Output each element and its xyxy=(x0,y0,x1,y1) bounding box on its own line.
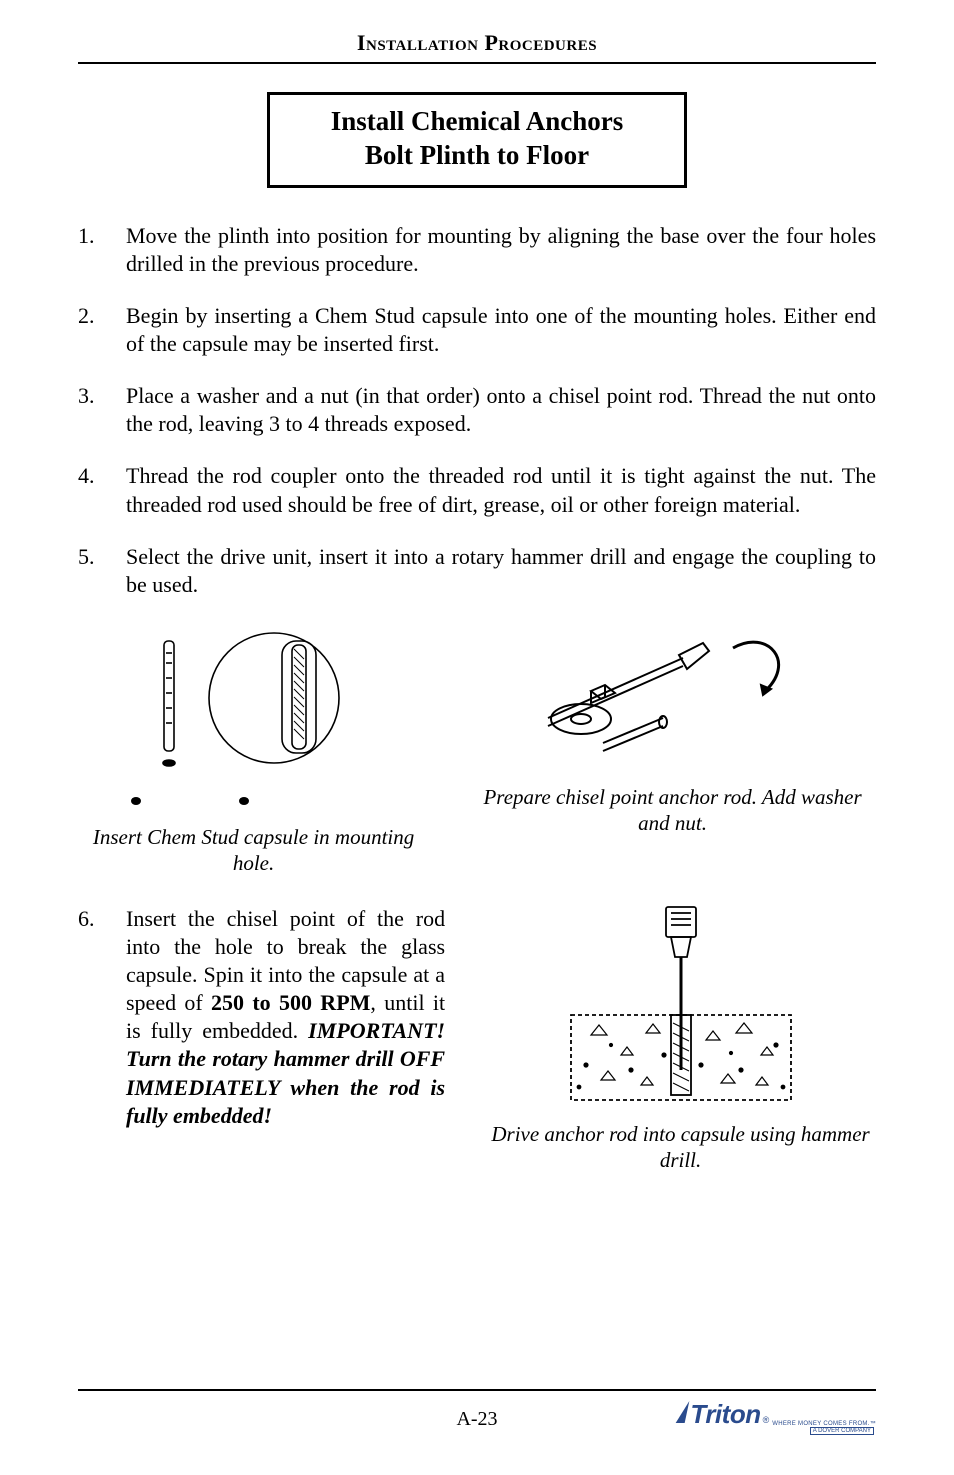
title-line-2: Bolt Plinth to Floor xyxy=(288,139,666,173)
brand-triangle-icon xyxy=(676,1401,690,1423)
step-item: Thread the rod coupler onto the threaded… xyxy=(78,462,876,518)
caption-bottom: Drive anchor rod into capsule using hamm… xyxy=(485,1121,876,1174)
step-6-rpm: 250 to 500 RPM xyxy=(211,990,370,1015)
brand-registered-icon: ® xyxy=(763,1415,770,1425)
capsule-diagram xyxy=(124,623,384,813)
step-item: Place a washer and a nut (in that order)… xyxy=(78,382,876,438)
figure-left: Insert Chem Stud capsule in mounting hol… xyxy=(78,623,429,877)
lower-row: 6. Insert the chisel point of the rod in… xyxy=(78,905,876,1174)
footer-rule xyxy=(78,1389,876,1391)
step-6: 6. Insert the chisel point of the rod in… xyxy=(78,905,445,1130)
drill-diagram xyxy=(531,905,831,1110)
figure-right: Prepare chisel point anchor rod. Add was… xyxy=(469,623,876,837)
step-item: Begin by inserting a Chem Stud capsule i… xyxy=(78,302,876,358)
figure-row-top: Insert Chem Stud capsule in mounting hol… xyxy=(78,623,876,877)
step-6-number: 6. xyxy=(78,905,95,933)
page: Installation Procedures Install Chemical… xyxy=(0,0,954,1173)
steps-list: Move the plinth into position for mounti… xyxy=(78,222,876,600)
title-line-1: Install Chemical Anchors xyxy=(288,105,666,139)
step-item: Move the plinth into position for mounti… xyxy=(78,222,876,278)
brand-dover: A DOVER COMPANY xyxy=(810,1427,874,1435)
step6-col: 6. Insert the chisel point of the rod in… xyxy=(78,905,445,1130)
caption-right: Prepare chisel point anchor rod. Add was… xyxy=(469,784,876,837)
running-head: Installation Procedures xyxy=(78,30,876,64)
page-number: A-23 xyxy=(456,1408,497,1431)
brand-logo: Triton ® WHERE MONEY COMES FROM.™ A DOVE… xyxy=(678,1399,876,1430)
title-box: Install Chemical Anchors Bolt Plinth to … xyxy=(267,92,687,188)
step-item: Select the drive unit, insert it into a … xyxy=(78,543,876,599)
caption-left: Insert Chem Stud capsule in mounting hol… xyxy=(78,824,429,877)
page-footer: A-23 Triton ® WHERE MONEY COMES FROM.™ A… xyxy=(78,1389,876,1441)
brand-word: Triton xyxy=(690,1399,760,1430)
figure-bottom: Drive anchor rod into capsule using hamm… xyxy=(485,905,876,1174)
rod-diagram xyxy=(533,623,813,773)
